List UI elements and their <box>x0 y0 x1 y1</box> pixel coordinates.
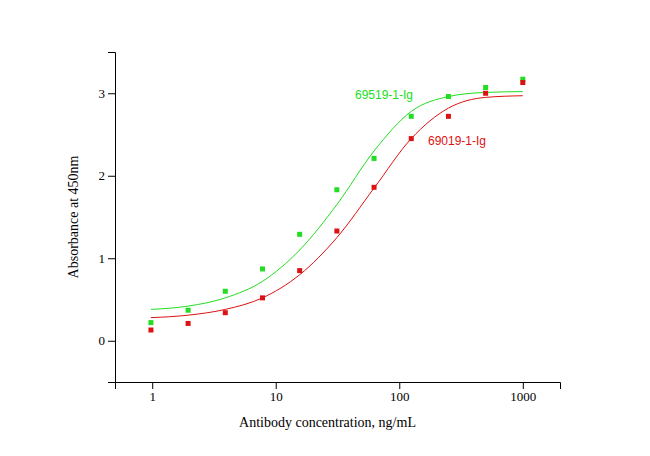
data-point <box>520 80 525 85</box>
chart: 1 10 100 1000 0 1 2 3 Antibody concentration, ng… <box>0 0 650 456</box>
fit-curve <box>151 92 523 310</box>
tick: 3 <box>99 86 116 101</box>
series-label: 69519-1-Ig <box>355 88 413 102</box>
data-point <box>372 185 377 190</box>
tick-mark <box>108 341 115 342</box>
tick-mark <box>523 382 524 389</box>
y-axis-title: Absorbance at 450nm <box>66 155 81 278</box>
tick-mark <box>108 93 115 94</box>
tick-label: 1 <box>99 251 106 266</box>
data-point <box>297 268 302 273</box>
data-point <box>446 114 451 119</box>
data-point <box>148 328 153 333</box>
data-point <box>148 320 153 325</box>
tick-mark <box>108 176 115 177</box>
tick-label: 0 <box>99 333 106 348</box>
tick-mark <box>399 382 400 389</box>
fit-curve <box>151 96 523 318</box>
data-point <box>260 295 265 300</box>
axis-line <box>108 53 116 383</box>
data-point <box>409 114 414 119</box>
tick-label: 1 <box>149 389 156 404</box>
tick: 100 <box>390 382 410 404</box>
plot-area <box>148 77 525 333</box>
data-point <box>446 94 451 99</box>
series-label: 69019-1-Ig <box>428 134 486 148</box>
x-axis: 1 10 100 1000 <box>116 382 561 404</box>
y-axis: 0 1 2 3 <box>99 53 116 383</box>
data-point <box>260 266 265 271</box>
tick: 2 <box>99 168 116 183</box>
tick-label: 10 <box>270 389 283 404</box>
x-axis-title: Antibody concentration, ng/mL <box>239 415 416 430</box>
tick-label: 1000 <box>510 389 536 404</box>
tick-label: 100 <box>390 389 410 404</box>
tick: 10 <box>270 382 283 404</box>
tick-mark <box>108 258 115 259</box>
axis-line <box>116 383 561 390</box>
tick: 1 <box>149 382 156 404</box>
data-point <box>334 229 339 234</box>
tick-mark <box>276 382 277 389</box>
data-point <box>483 85 488 90</box>
tick: 0 <box>99 333 116 348</box>
tick-label: 3 <box>99 86 106 101</box>
tick-mark <box>152 382 153 389</box>
data-point <box>372 156 377 161</box>
data-point <box>186 308 191 313</box>
tick: 1 <box>99 251 116 266</box>
data-point <box>297 232 302 237</box>
data-point <box>409 136 414 141</box>
data-point <box>186 321 191 326</box>
data-point <box>483 91 488 96</box>
tick: 1000 <box>510 382 536 404</box>
tick-label: 2 <box>99 168 106 183</box>
data-point <box>334 187 339 192</box>
data-point <box>223 310 228 315</box>
data-point <box>223 289 228 294</box>
